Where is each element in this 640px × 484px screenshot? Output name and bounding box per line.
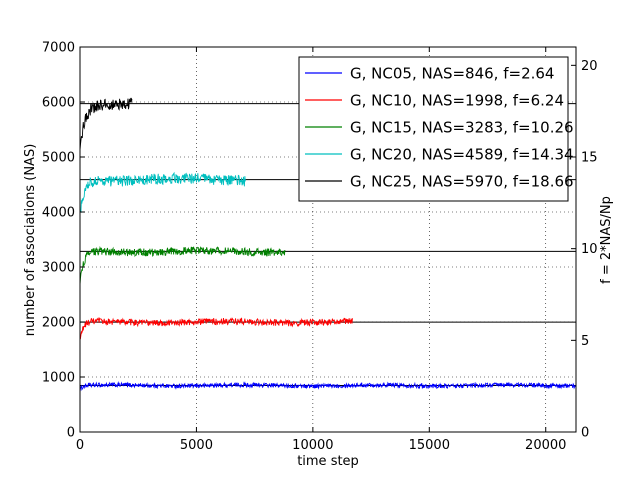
legend: G, NC05, NAS=846, f=2.64 G, NC10, NAS=199… (298, 56, 574, 202)
y2-axis-title: f = 2*NAS/Np (599, 196, 614, 284)
y-tick-label: 1000 (42, 371, 75, 386)
y-tick-label: 0 (67, 426, 75, 441)
legend-entry: G, NC15, NAS=3283, f=10.26 (350, 119, 574, 137)
x-axis-title: time step (297, 454, 359, 469)
x-tick-label: 10000 (292, 438, 333, 453)
series-line (79, 171, 246, 213)
series-line (79, 245, 286, 285)
y-tick-label: 5000 (42, 151, 75, 166)
x-tick-label: 0 (76, 438, 84, 453)
y2-tick-label: 10 (581, 242, 598, 257)
plot-frame (79, 46, 577, 433)
y-tick-label: 3000 (42, 261, 75, 276)
ticks: 0 5000 10000 15000 20000 0 1000 2000 3000 4000 500… (42, 41, 598, 454)
y-tick-label: 6000 (42, 96, 75, 111)
legend-entry: G, NC20, NAS=4589, f=14.34 (350, 146, 574, 164)
y2-tick-label: 5 (581, 334, 589, 349)
y-tick-label: 7000 (42, 41, 75, 56)
series-group (79, 97, 577, 393)
y-axis-title: number of associations (NAS) (23, 144, 38, 337)
y2-tick-label: 20 (581, 59, 598, 74)
series-line (79, 97, 133, 151)
series-line (79, 380, 577, 393)
x-tick-label: 20000 (525, 438, 566, 453)
x-tick-label: 5000 (180, 438, 213, 453)
y2-tick-label: 0 (581, 426, 589, 441)
legend-entry: G, NC05, NAS=846, f=2.64 (350, 65, 554, 83)
y2-tick-label: 15 (581, 151, 598, 166)
y-tick-label: 2000 (42, 316, 75, 331)
series-line (79, 317, 353, 340)
legend-box (298, 56, 569, 202)
x-tick-label: 15000 (409, 438, 450, 453)
y-tick-label: 4000 (42, 206, 75, 221)
legend-entry: G, NC25, NAS=5970, f=18.66 (350, 173, 574, 191)
legend-entry: G, NC10, NAS=1998, f=6.24 (350, 92, 564, 110)
